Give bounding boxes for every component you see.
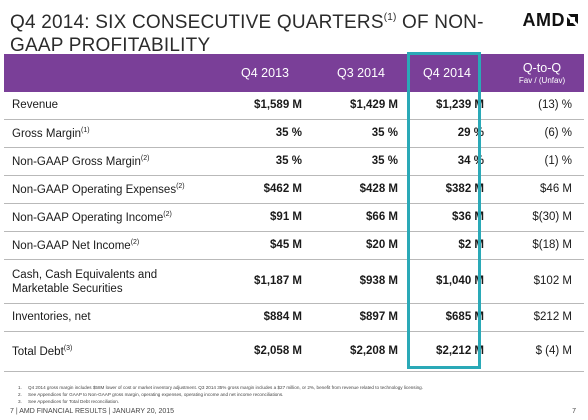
financial-table: Revenue $1,589 M $1,429 M $1,239 M (13) % Gro… [4, 92, 584, 372]
amd-logo: AMD [522, 10, 578, 31]
col-header-q4-2013: Q4 2013 [241, 66, 289, 80]
table-row: Inventories, net $884 M $897 M $685 M $212 M [4, 304, 584, 332]
value-q-to-q: $212 M [533, 310, 572, 323]
value-q4-2014: $2 M [458, 238, 484, 251]
value-q-to-q: (13) % [538, 98, 572, 111]
value-q-to-q: $46 M [540, 182, 572, 195]
row-footnote-ref: (3) [63, 344, 73, 352]
value-q4-2013: $2,058 M [254, 344, 302, 357]
row-label: Cash, Cash Equivalents and Marketable Sec… [12, 268, 157, 296]
table-row: Total Debt(3) $2,058 M $2,208 M $2,212 M $ (… [4, 332, 584, 372]
footnote-2: 2. See Appendices for GAAP to Non-GAAP gr… [18, 392, 284, 397]
footer-text: 7 | AMD FINANCIAL RESULTS | JANUARY 20, … [10, 408, 175, 415]
page-title: Q4 2014: SIX CONSECUTIVE QUARTERS(1) OF … [10, 6, 490, 57]
row-label: Non-GAAP Operating Expenses(2) [12, 183, 185, 196]
value-q4-2013: 35 % [275, 154, 302, 167]
footnotes: 1. Q4 2014 gross margin includes $58M low… [18, 384, 568, 405]
table-row: Cash, Cash Equivalents and Marketable Sec… [4, 260, 584, 304]
col-header-q4-2014: Q4 2014 [423, 66, 471, 80]
table-row: Gross Margin(1) 35 % 35 % 29 % (6) % [4, 120, 584, 148]
table-row: Revenue $1,589 M $1,429 M $1,239 M (13) % [4, 92, 584, 120]
row-label-text: Non-GAAP Gross Margin [12, 155, 141, 168]
value-q3-2014: $66 M [366, 210, 398, 223]
value-q4-2014: 34 % [457, 154, 484, 167]
value-q-to-q: $102 M [533, 274, 572, 287]
row-label-text: Non-GAAP Operating Income [12, 211, 164, 224]
row-footnote-ref: (2) [176, 182, 185, 190]
value-q3-2014: $20 M [366, 238, 398, 251]
value-q-to-q: $(30) M [532, 210, 572, 223]
value-q3-2014: $938 M [359, 274, 398, 287]
value-q4-2014: $1,239 M [436, 98, 484, 111]
value-q4-2014: $1,040 M [436, 274, 484, 287]
value-q3-2014: 35 % [371, 126, 398, 139]
qq-title: Q-to-Q [522, 61, 562, 75]
value-q3-2014: $897 M [359, 310, 398, 323]
table-row: Non-GAAP Operating Expenses(2) $462 M $428… [4, 176, 584, 204]
value-q4-2013: $1,589 M [254, 98, 302, 111]
row-footnote-ref: (1) [81, 126, 90, 134]
row-label-text: Non-GAAP Net Income [12, 239, 131, 252]
value-q4-2014: $382 M [445, 182, 484, 195]
q4-2014-highlight-box [407, 52, 481, 369]
amd-arrow-icon [567, 14, 578, 26]
value-q4-2013: $462 M [263, 182, 302, 195]
row-label-text: Inventories, net [12, 310, 91, 323]
value-q4-2014: $685 M [445, 310, 484, 323]
row-footnote-ref: (2) [140, 154, 150, 162]
footnote-1: 1. Q4 2014 gross margin includes $58M low… [18, 385, 424, 390]
value-q4-2013: $91 M [270, 210, 302, 223]
value-q4-2013: $1,187 M [254, 274, 302, 287]
row-label: Gross Margin(1) [12, 127, 90, 140]
row-footnote-ref: (2) [130, 238, 140, 246]
value-q3-2014: $428 M [359, 182, 398, 195]
row-label: Inventories, net [12, 311, 91, 323]
title-rest: OF NON-GAAP PROFITABILITY [10, 12, 484, 56]
row-label-text: Gross Margin [12, 127, 82, 140]
col-header-q3-2014: Q3 2014 [337, 66, 385, 80]
title-footnote-ref: (1) [383, 12, 397, 23]
value-q3-2014: $1,429 M [350, 98, 398, 111]
col-header-q-to-q: Q-to-Q Fav / (Unfav) [504, 54, 580, 92]
value-q4-2013: $884 M [263, 310, 302, 323]
row-label: Non-GAAP Gross Margin(2) [12, 155, 149, 168]
qq-subtitle: Fav / (Unfav) [518, 76, 566, 85]
table-row: Non-GAAP Operating Income(2) $91 M $66 M $3… [4, 204, 584, 232]
row-label-text: Non-GAAP Operating Expenses [12, 183, 177, 196]
row-label-text: Total Debt [12, 345, 64, 358]
value-q-to-q: (6) % [544, 126, 572, 139]
page-number: 7 [572, 408, 576, 415]
value-q4-2014: 29 % [457, 126, 484, 139]
value-q4-2013: $45 M [270, 238, 302, 251]
value-q4-2014: $36 M [452, 210, 484, 223]
footnote-3: 3. See Appendices for Total Debt reconcil… [18, 399, 120, 404]
logo-text: AMD [522, 10, 565, 30]
value-q4-2013: 35 % [275, 126, 302, 139]
value-q-to-q: $ (4) M [535, 344, 572, 357]
row-label-text: Revenue [12, 98, 59, 111]
value-q4-2014: $2,212 M [436, 344, 484, 357]
title-main: Q4 2014: SIX CONSECUTIVE QUARTERS [10, 12, 384, 33]
value-q3-2014: $2,208 M [350, 344, 398, 357]
row-label: Non-GAAP Net Income(2) [12, 239, 139, 252]
table-row: Non-GAAP Net Income(2) $45 M $20 M $2 M $(18… [4, 232, 584, 260]
row-label-line-2: Marketable Securities [12, 282, 123, 295]
row-label: Non-GAAP Operating Income(2) [12, 211, 172, 224]
table-header: Q4 2013 Q3 2014 Q4 2014 Q-to-Q Fav / (Un… [4, 54, 584, 92]
row-footnote-ref: (2) [163, 210, 172, 218]
value-q-to-q: (1) % [544, 154, 572, 167]
row-label: Revenue [12, 99, 58, 111]
table-row: Non-GAAP Gross Margin(2) 35 % 35 % 34 % (1) … [4, 148, 584, 176]
value-q-to-q: $(18) M [532, 238, 572, 251]
row-label: Total Debt(3) [12, 345, 72, 358]
value-q3-2014: 35 % [371, 154, 398, 167]
row-label-line-1: Cash, Cash Equivalents and [12, 268, 158, 281]
